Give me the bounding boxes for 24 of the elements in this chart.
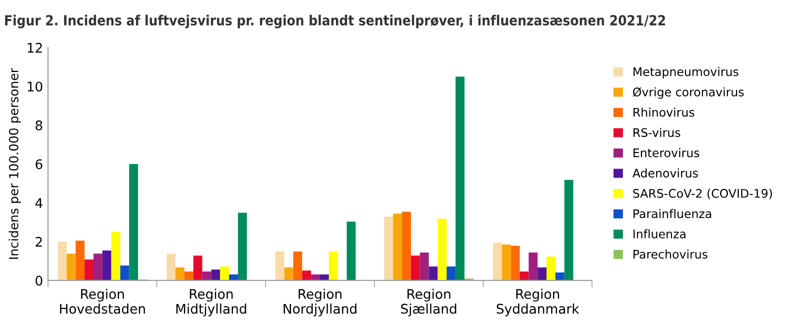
x-tick-label: Region Hovedstaden [60, 288, 145, 314]
legend-label: SARS-CoV-2 (COVID-19) [633, 188, 772, 200]
x-tick-label: Region Syddanmark [496, 288, 580, 316]
x-tick-label: Region Midtjylland [176, 288, 246, 316]
legend-label: Enterovirus [634, 148, 700, 158]
y-tick-label: 6 [36, 159, 42, 170]
x-tick-label: Region Sjælland [401, 288, 456, 316]
chart-title: Figur 2. Incidens af luftvejsvirus pr. region blandt sentinelprøver, i influenzasæsonen 2021/22 [5, 14, 665, 28]
y-tick-label: 0 [36, 276, 42, 286]
legend-label: Adenovirus [632, 168, 698, 178]
legend-label: Øvrige coronavirus [632, 87, 744, 99]
y-tick-label: 4 [35, 198, 42, 208]
y-tick-label: 10 [28, 82, 42, 92]
legend-label: Parainfluenza [634, 208, 712, 218]
legend-label: Influenza [634, 229, 686, 238]
y-tick-label: 2 [36, 236, 42, 247]
legend-label: Parechovirus [634, 250, 708, 259]
y-tick-label: 8 [36, 120, 42, 130]
y-axis-title: Incidens per 100.000 personer [8, 68, 21, 259]
legend-label: Metapneumovirus [634, 67, 738, 78]
x-tick-label: Region Nordjylland [284, 288, 356, 316]
legend-label: RS-virus [634, 128, 680, 138]
y-tick-label: 12 [28, 42, 42, 53]
legend-label: Rhinovirus [634, 108, 694, 117]
